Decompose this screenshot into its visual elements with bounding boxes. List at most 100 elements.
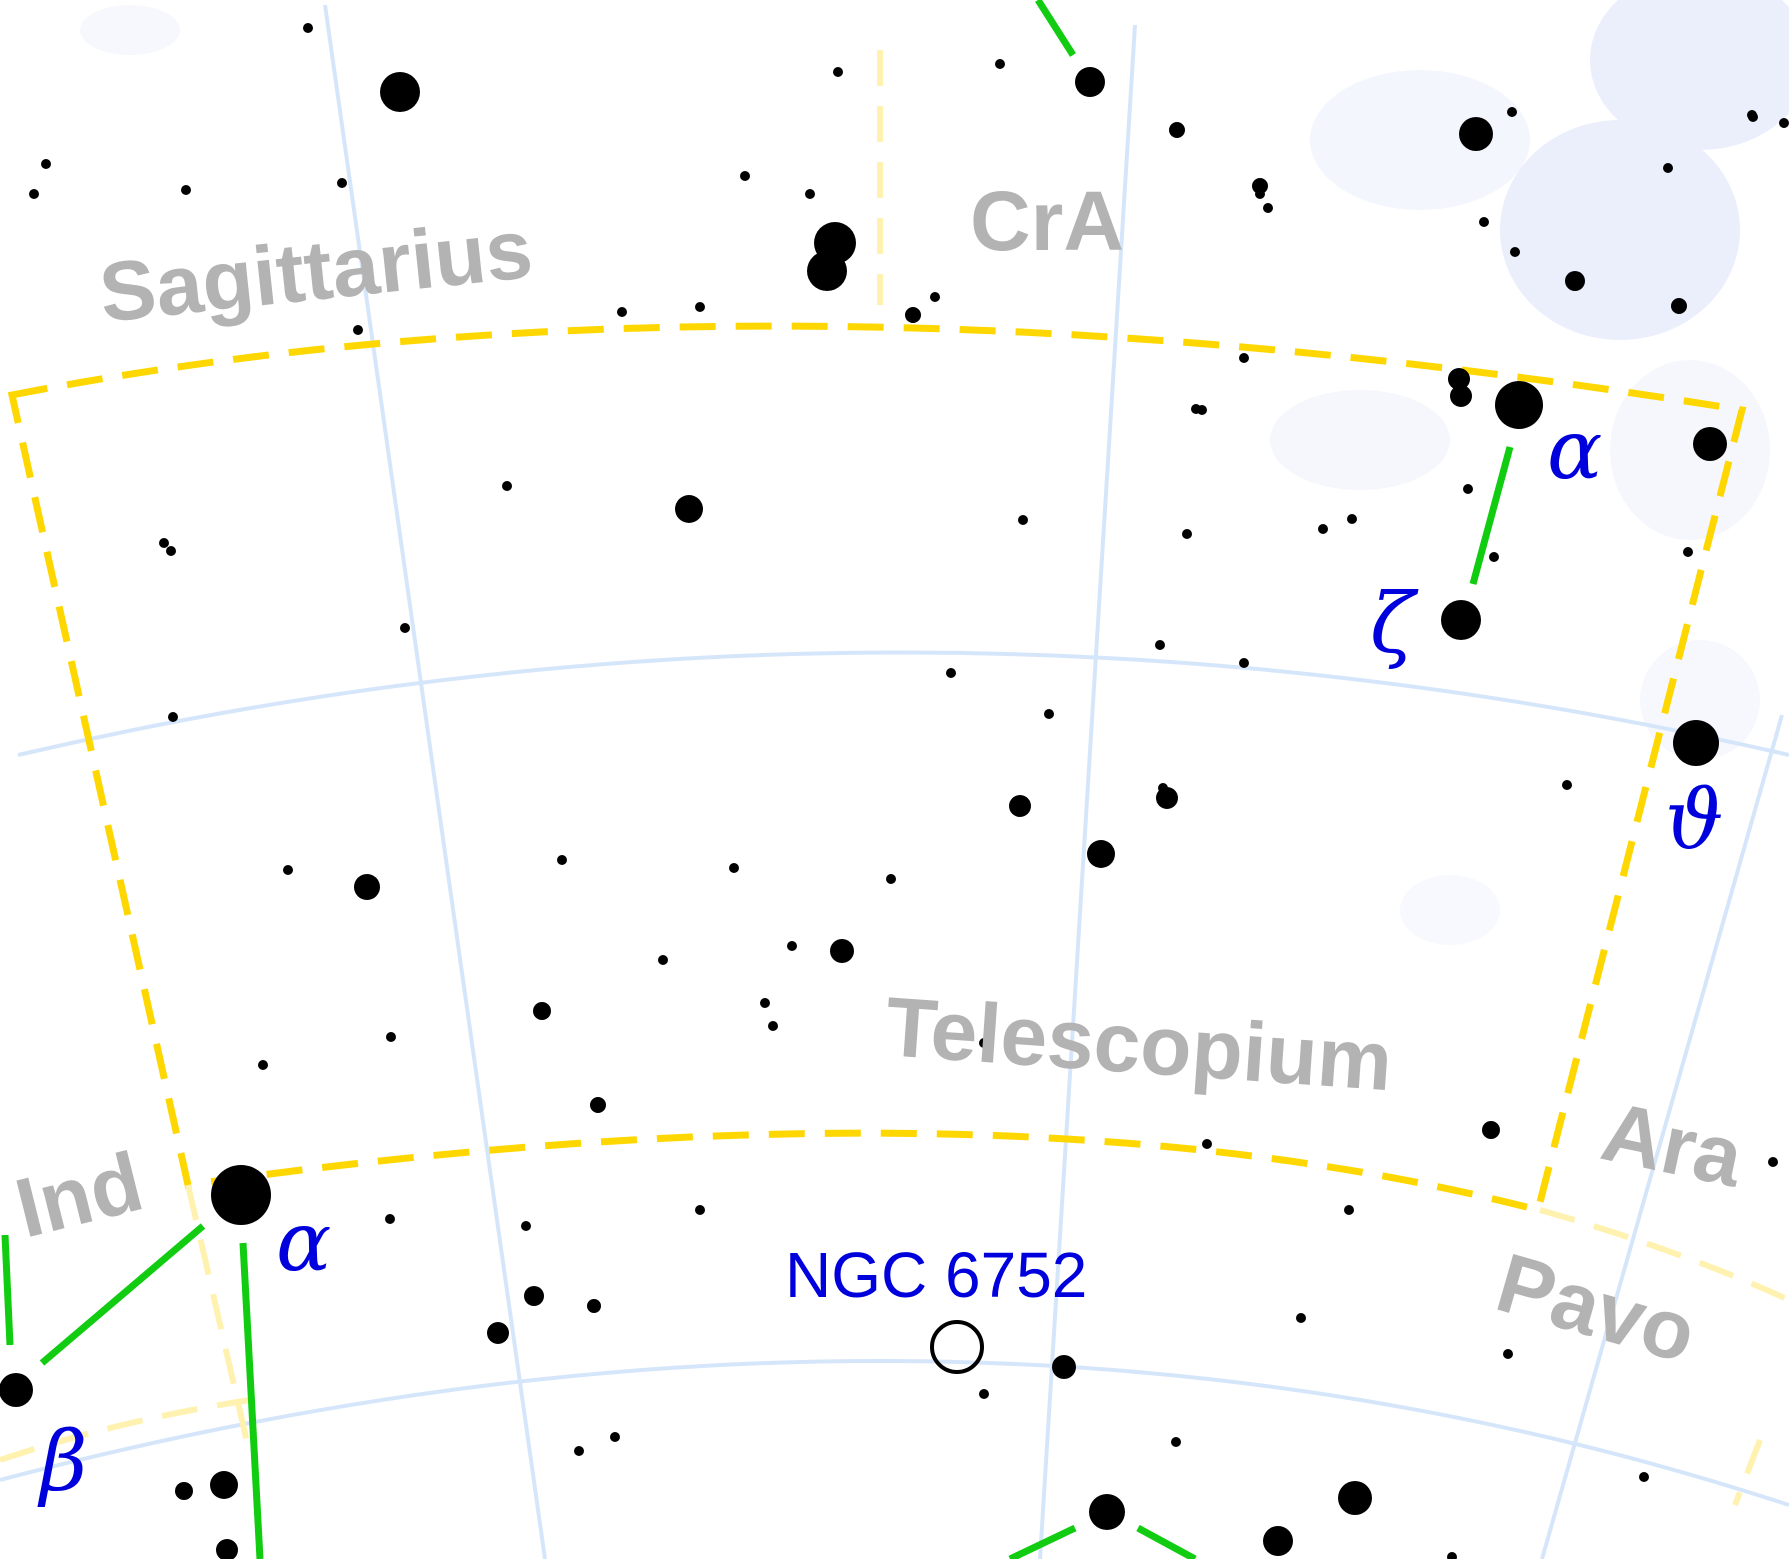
star — [1296, 1313, 1306, 1323]
star — [159, 538, 169, 548]
cra-label: CrA — [970, 174, 1124, 268]
star — [1018, 515, 1028, 525]
declination-line-lower — [0, 1359, 1789, 1507]
star — [610, 1432, 620, 1442]
telescopium-alpha-zeta-line — [1469, 446, 1514, 585]
star — [380, 72, 420, 112]
ind-beta-north-line — [1, 1234, 14, 1346]
alpha-tel-label: α — [1547, 403, 1602, 498]
star — [283, 865, 293, 875]
star — [805, 189, 815, 199]
star — [1489, 552, 1499, 562]
star — [303, 23, 313, 33]
star — [1197, 405, 1207, 415]
ind-boundary-lower — [0, 1397, 251, 1463]
cra-figure-line — [1035, 0, 1076, 57]
pavo-boundary — [1539, 1207, 1789, 1303]
star — [533, 1002, 551, 1020]
star — [0, 1373, 33, 1407]
star — [1239, 353, 1249, 363]
star — [210, 1471, 238, 1499]
star — [886, 874, 896, 884]
star — [1263, 203, 1273, 213]
star — [1182, 529, 1192, 539]
star — [979, 1389, 989, 1399]
star — [211, 1165, 271, 1225]
star — [521, 1221, 531, 1231]
star — [617, 307, 627, 317]
star — [1202, 1139, 1212, 1149]
star — [385, 1214, 395, 1224]
beta-ind-label: β — [37, 1415, 87, 1510]
star — [1158, 783, 1168, 793]
star — [1779, 118, 1789, 128]
star — [729, 863, 739, 873]
star — [487, 1322, 509, 1344]
star — [1087, 840, 1115, 868]
star — [1748, 112, 1758, 122]
star — [1459, 117, 1493, 151]
star — [386, 1032, 396, 1042]
star — [354, 874, 380, 900]
star — [695, 1205, 705, 1215]
star — [1639, 1472, 1649, 1482]
star — [807, 251, 847, 291]
star — [768, 1021, 778, 1031]
ind-alpha-beta-line — [39, 1223, 206, 1366]
star — [760, 998, 770, 1008]
star — [1507, 107, 1517, 117]
star — [1338, 1481, 1372, 1515]
star — [1075, 67, 1105, 97]
star — [1052, 1355, 1076, 1379]
star — [1503, 1349, 1513, 1359]
star — [524, 1286, 544, 1306]
star — [1318, 524, 1328, 534]
star — [166, 546, 176, 556]
star — [695, 302, 705, 312]
star — [833, 67, 843, 77]
star — [1673, 720, 1719, 766]
star — [1347, 514, 1357, 524]
star — [337, 178, 347, 188]
star — [1441, 600, 1481, 640]
ind-pavo-boundary — [185, 1184, 253, 1456]
star — [1263, 1526, 1293, 1556]
star — [216, 1539, 238, 1559]
star — [979, 1038, 989, 1048]
ngc-6752-label: NGC 6752 — [785, 1239, 1087, 1311]
star — [1044, 709, 1054, 719]
star — [1479, 217, 1489, 227]
constellation-boundaries — [0, 50, 1789, 1507]
star — [787, 941, 797, 951]
star — [1009, 795, 1031, 817]
ara-pavo-boundary-edge — [1732, 1438, 1763, 1507]
star — [1562, 780, 1572, 790]
stars — [0, 23, 1789, 1559]
ra-line-3 — [1540, 714, 1784, 1559]
ra-line-1 — [323, 4, 547, 1559]
star — [1239, 658, 1249, 668]
star — [1255, 189, 1265, 199]
star — [590, 1097, 606, 1113]
star — [1169, 122, 1185, 138]
star — [258, 1060, 268, 1070]
ra-line-2 — [1038, 24, 1137, 1559]
star — [587, 1299, 601, 1313]
star — [930, 292, 940, 302]
ind-alpha-south-line — [239, 1242, 264, 1559]
coordinate-grid — [0, 4, 1789, 1559]
star — [1495, 381, 1543, 429]
star — [1463, 484, 1473, 494]
star — [41, 159, 51, 169]
pavo-figure-line-right — [1136, 1524, 1197, 1559]
star — [905, 307, 921, 323]
star — [1510, 247, 1520, 257]
star — [29, 189, 39, 199]
star — [1155, 640, 1165, 650]
star — [1565, 271, 1585, 291]
zeta-tel-label: ζ — [1370, 577, 1419, 672]
star — [400, 623, 410, 633]
star — [181, 185, 191, 195]
